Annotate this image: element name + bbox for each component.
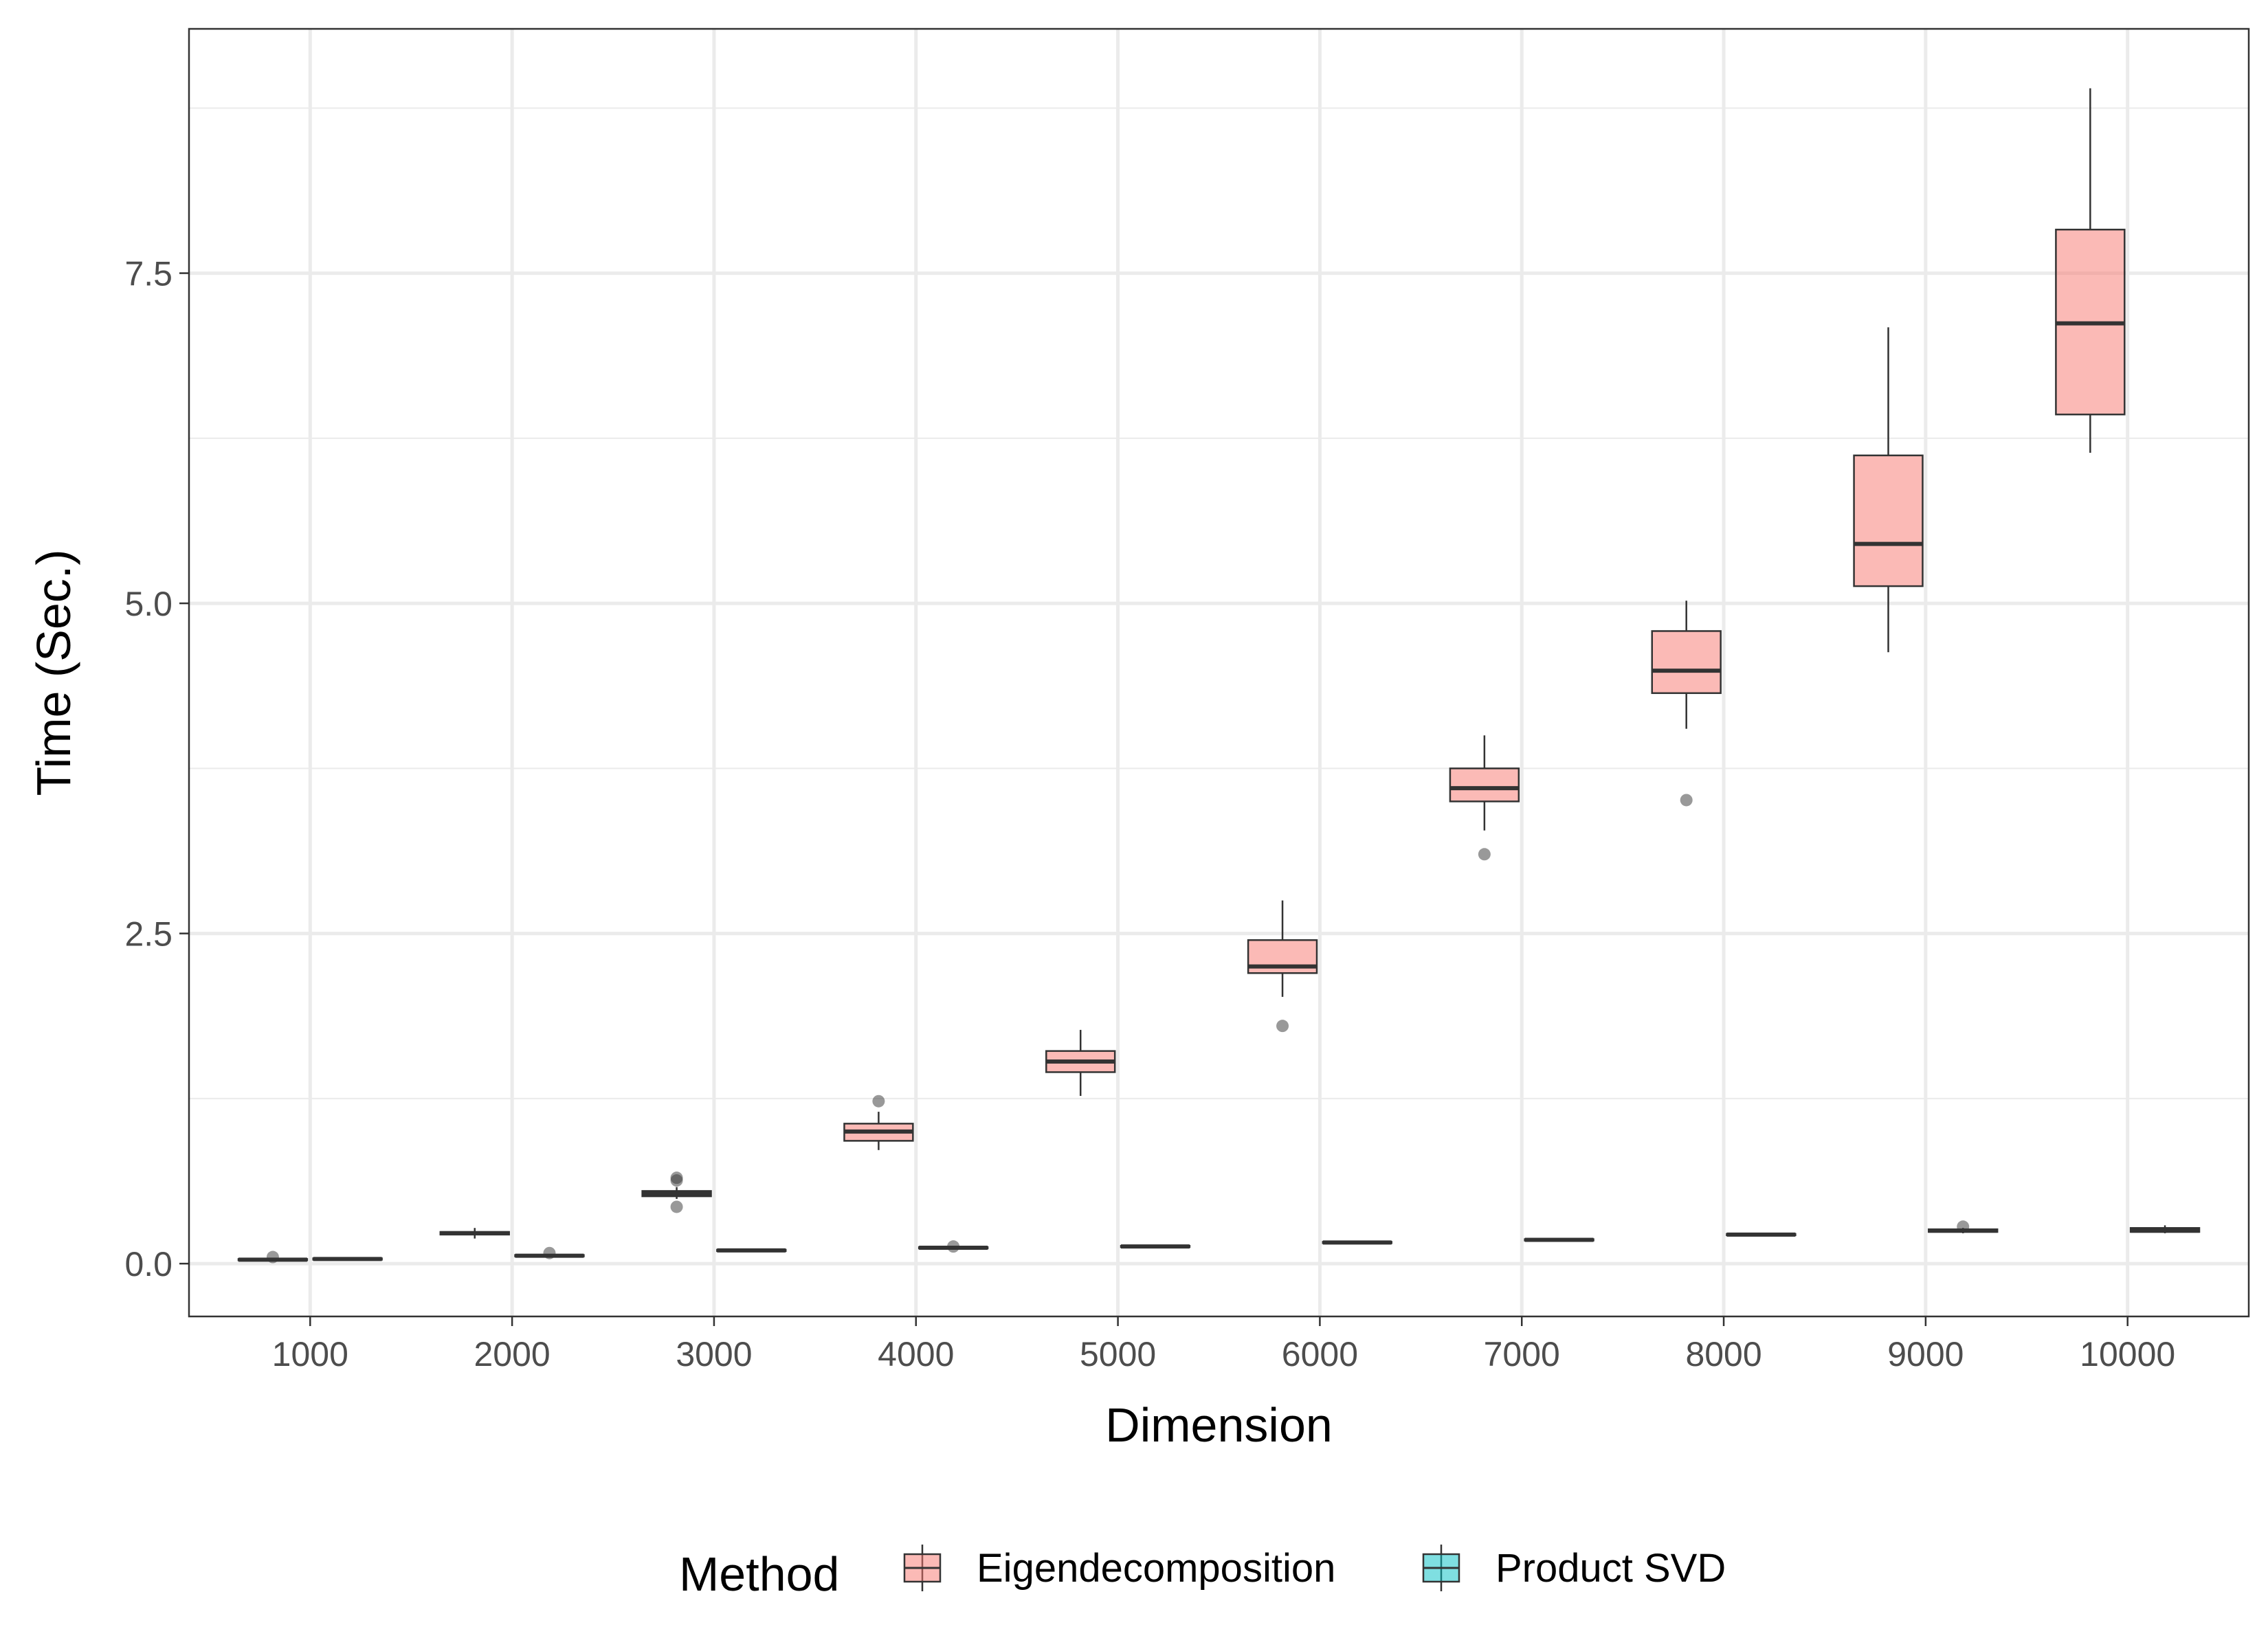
box-eigendecomposition-2000 bbox=[439, 1228, 510, 1239]
x-tick-label: 7000 bbox=[1484, 1335, 1560, 1373]
box-product-svd-1000 bbox=[312, 1257, 383, 1261]
major-gridlines bbox=[189, 29, 2249, 1316]
legend-label: Product SVD bbox=[1496, 1546, 1726, 1591]
x-tick-label: 5000 bbox=[1080, 1335, 1156, 1373]
outlier-point bbox=[872, 1095, 885, 1108]
outlier-point bbox=[1957, 1220, 1970, 1233]
box-iqr bbox=[1853, 454, 1924, 587]
box-eigendecomposition-5000 bbox=[1045, 1029, 1116, 1097]
legend: Method Eigendecomposition Product SVD bbox=[679, 1545, 1726, 1601]
x-tick-label: 9000 bbox=[1887, 1335, 1964, 1373]
y-tick-label: 5.0 bbox=[124, 585, 173, 623]
box-eigendecomposition-8000 bbox=[1651, 601, 1722, 807]
box-eigendecomposition-7000 bbox=[1449, 735, 1520, 861]
minor-gridlines bbox=[189, 107, 2249, 1099]
outlier-point bbox=[947, 1240, 960, 1253]
x-tick-label: 2000 bbox=[474, 1335, 551, 1373]
box-iqr bbox=[1449, 767, 1520, 803]
box-eigendecomposition-6000 bbox=[1247, 900, 1318, 1033]
x-tick-label: 6000 bbox=[1282, 1335, 1358, 1373]
outlier-point bbox=[1276, 1020, 1289, 1033]
box-iqr bbox=[1651, 630, 1722, 695]
y-tick-label: 7.5 bbox=[124, 255, 173, 293]
y-axis-title: Time (Sec.) bbox=[27, 549, 80, 796]
legend-title: Method bbox=[679, 1547, 839, 1601]
legend-item-product-svd: Product SVD bbox=[1422, 1545, 1726, 1591]
y-axis: 0.0 2.5 5.0 7.5 bbox=[124, 255, 189, 1283]
legend-label: Eigendecomposition bbox=[977, 1546, 1335, 1591]
box-product-svd-9000 bbox=[1928, 1220, 1999, 1233]
box-product-svd-6000 bbox=[1322, 1240, 1392, 1245]
box-product-svd-10000 bbox=[2129, 1225, 2201, 1233]
box-product-svd-3000 bbox=[716, 1248, 787, 1253]
box-product-svd-7000 bbox=[1524, 1237, 1594, 1242]
y-tick-label: 2.5 bbox=[124, 915, 173, 954]
box-product-svd-2000 bbox=[514, 1246, 585, 1259]
x-tick-label: 4000 bbox=[878, 1335, 954, 1373]
box-eigendecomposition-3000 bbox=[641, 1171, 712, 1213]
outlier-point bbox=[266, 1250, 279, 1264]
panel-border bbox=[188, 27, 2250, 1318]
outlier-point bbox=[670, 1200, 683, 1213]
outlier-point bbox=[1478, 848, 1491, 861]
box-eigendecomposition-1000 bbox=[237, 1250, 309, 1264]
x-tick-label: 1000 bbox=[272, 1335, 348, 1373]
box-eigendecomposition-4000 bbox=[843, 1095, 914, 1150]
y-tick-label: 0.0 bbox=[124, 1245, 173, 1283]
outlier-point bbox=[670, 1171, 683, 1185]
legend-item-eigendecomposition: Eigendecomposition bbox=[903, 1545, 1335, 1591]
box-product-svd-4000 bbox=[918, 1240, 989, 1253]
box-eigendecomposition-10000 bbox=[2055, 88, 2126, 453]
box-product-svd-5000 bbox=[1120, 1244, 1191, 1249]
outlier-point bbox=[1680, 794, 1693, 807]
x-tick-label: 10000 bbox=[2080, 1335, 2175, 1373]
x-axis: 1000 2000 3000 4000 5000 6000 7000 8000 9000 1000… bbox=[272, 1316, 2175, 1373]
x-axis-title: Dimension bbox=[1105, 1398, 1333, 1452]
box-product-svd-8000 bbox=[1726, 1232, 1797, 1237]
box-series bbox=[237, 88, 2201, 1264]
outlier-point bbox=[543, 1246, 556, 1259]
box-eigendecomposition-9000 bbox=[1853, 327, 1924, 653]
x-tick-label: 8000 bbox=[1685, 1335, 1761, 1373]
x-tick-label: 3000 bbox=[676, 1335, 752, 1373]
